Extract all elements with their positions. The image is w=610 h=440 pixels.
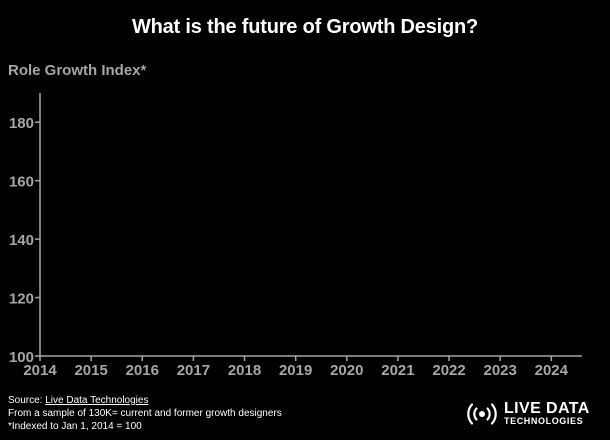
y-tick-label: 160 <box>9 174 34 191</box>
y-tick-label: 120 <box>9 291 34 308</box>
x-tick-label: 2019 <box>279 362 312 379</box>
chart-area: 100 120 140 160 180 2014 2015 2016 2017 2018 2019 2… <box>9 93 582 379</box>
x-tick-label: 2022 <box>432 362 465 379</box>
y-tick-label: 100 <box>9 349 34 366</box>
logo-line-2: TECHNOLOGIES <box>504 416 584 426</box>
x-tick-label: 2014 <box>23 362 57 379</box>
x-tick-label: 2024 <box>535 362 569 379</box>
y-tick-label: 140 <box>9 232 34 249</box>
source-link[interactable]: Live Data Technologies <box>45 395 149 406</box>
x-tick-label: 2016 <box>126 362 159 379</box>
x-tick-label: 2020 <box>330 362 363 379</box>
index-note: *Indexed to Jan 1, 2014 = 100 <box>8 421 142 432</box>
y-axis-label: Role Growth Index* <box>8 62 147 79</box>
x-tick-label: 2023 <box>484 362 517 379</box>
live-data-logo: LIVE DATA TECHNOLOGIES <box>466 400 606 428</box>
axes: 100 120 140 160 180 2014 2015 2016 2017 2018 2019 2… <box>9 93 582 379</box>
x-tick-label: 2017 <box>177 362 210 379</box>
source-line: Source: Live Data Technologies <box>8 394 282 407</box>
logo-line-1: LIVE DATA <box>504 400 590 417</box>
x-tick-label: 2018 <box>228 362 261 379</box>
sample-note: From a sample of 130K= current and forme… <box>8 408 282 419</box>
broadcast-signal-icon <box>467 403 497 425</box>
footer-notes: Source: Live Data Technologies From a sa… <box>8 394 282 433</box>
source-prefix: Source: <box>8 395 46 406</box>
y-tick-label: 180 <box>9 115 34 132</box>
chart-title: What is the future of Growth Design? <box>131 16 479 38</box>
x-tick-label: 2015 <box>74 362 107 379</box>
x-tick-label: 2021 <box>381 362 414 379</box>
